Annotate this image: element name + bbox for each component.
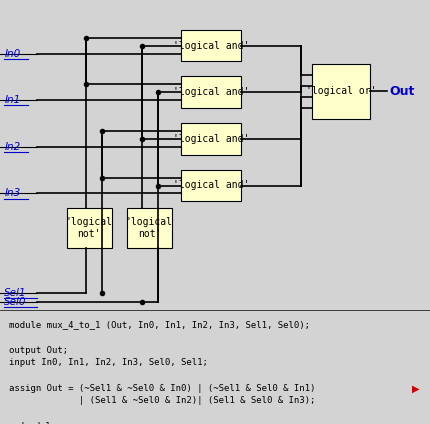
FancyBboxPatch shape <box>181 30 241 61</box>
Text: 'logical and': 'logical and' <box>172 41 249 50</box>
Text: 'logical and': 'logical and' <box>172 134 249 144</box>
Text: In1: In1 <box>4 95 21 105</box>
FancyBboxPatch shape <box>67 208 112 248</box>
Text: | (Sel1 & ~Sel0 & In2)| (Sel1 & Sel0 & In3);: | (Sel1 & ~Sel0 & In2)| (Sel1 & Sel0 & I… <box>9 396 315 405</box>
FancyBboxPatch shape <box>181 123 241 155</box>
Text: assign Out = (~Sel1 & ~Sel0 & In0) | (~Sel1 & Sel0 & In1): assign Out = (~Sel1 & ~Sel0 & In0) | (~S… <box>9 384 315 393</box>
Text: In2: In2 <box>4 142 21 152</box>
Text: In3: In3 <box>4 188 21 198</box>
FancyBboxPatch shape <box>127 208 172 248</box>
Text: ▶: ▶ <box>412 384 419 394</box>
FancyBboxPatch shape <box>181 170 241 201</box>
Text: 'logical or': 'logical or' <box>306 86 376 96</box>
FancyBboxPatch shape <box>181 76 241 108</box>
Text: 'logical and': 'logical and' <box>172 181 249 190</box>
Text: module mux_4_to_1 (Out, In0, In1, In2, In3, Sel1, Sel0);: module mux_4_to_1 (Out, In0, In1, In2, I… <box>9 320 310 329</box>
Text: endmodule: endmodule <box>9 422 57 424</box>
Text: Out: Out <box>389 85 415 98</box>
Text: 'logical
not': 'logical not' <box>126 217 173 239</box>
Text: Sel0: Sel0 <box>4 297 27 307</box>
Text: 'logical and': 'logical and' <box>172 87 249 97</box>
FancyBboxPatch shape <box>312 64 370 119</box>
Text: 'logical
not': 'logical not' <box>66 217 113 239</box>
Text: In0: In0 <box>4 48 21 59</box>
Text: input In0, In1, In2, In3, Sel0, Sel1;: input In0, In1, In2, In3, Sel0, Sel1; <box>9 358 207 367</box>
Text: Sel1: Sel1 <box>4 287 27 298</box>
Text: output Out;: output Out; <box>9 346 68 354</box>
